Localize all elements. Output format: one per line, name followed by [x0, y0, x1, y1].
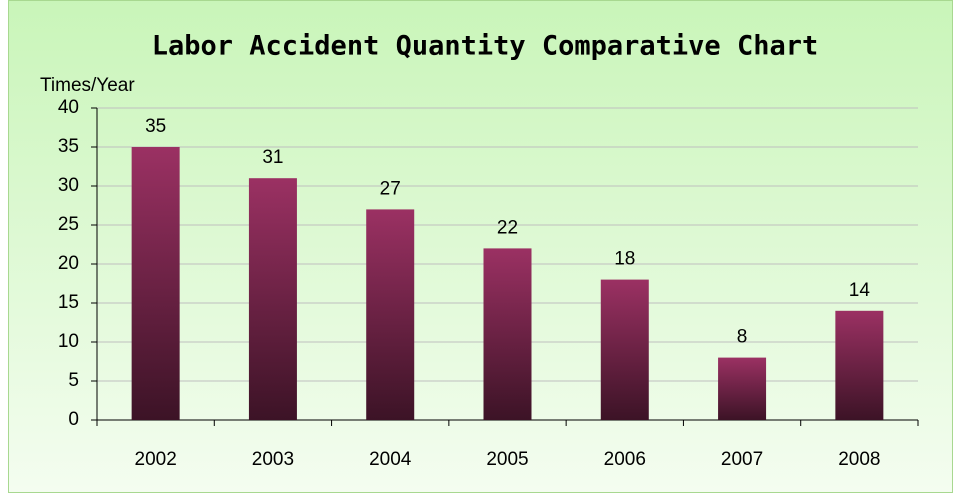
y-tick-label: 0 [68, 409, 79, 430]
x-tick-label: 2007 [721, 449, 763, 470]
data-label: 27 [380, 178, 401, 199]
y-tick-label: 15 [58, 292, 79, 313]
bar [483, 248, 532, 420]
bar [600, 279, 649, 420]
x-tick-label: 2003 [252, 449, 294, 470]
x-tick-label: 2002 [135, 449, 177, 470]
chart-title: Labor Accident Quantity Comparative Char… [152, 31, 818, 62]
data-label: 18 [614, 249, 635, 270]
data-label: 8 [737, 327, 748, 348]
x-tick-label: 2008 [838, 449, 880, 470]
x-tick-label: 2005 [486, 449, 528, 470]
y-tick-label: 5 [68, 370, 79, 391]
x-tick-label: 2006 [604, 449, 646, 470]
data-label: 35 [145, 116, 166, 137]
bar [718, 357, 767, 420]
bar [248, 178, 297, 420]
data-label: 22 [497, 217, 518, 238]
y-tick-label: 25 [58, 214, 79, 235]
data-label: 31 [262, 147, 283, 168]
y-tick-label: 40 [58, 97, 79, 118]
y-tick-label: 30 [58, 175, 79, 196]
y-tick-label: 35 [58, 136, 79, 157]
y-tick-label: 20 [58, 253, 79, 274]
bar [366, 209, 415, 420]
y-tick-label: 10 [58, 331, 79, 352]
data-label: 14 [849, 280, 871, 301]
bar [835, 310, 884, 420]
x-tick-label: 2004 [369, 449, 412, 470]
y-axis-label: Times/Year [40, 75, 135, 96]
bar [131, 147, 180, 420]
